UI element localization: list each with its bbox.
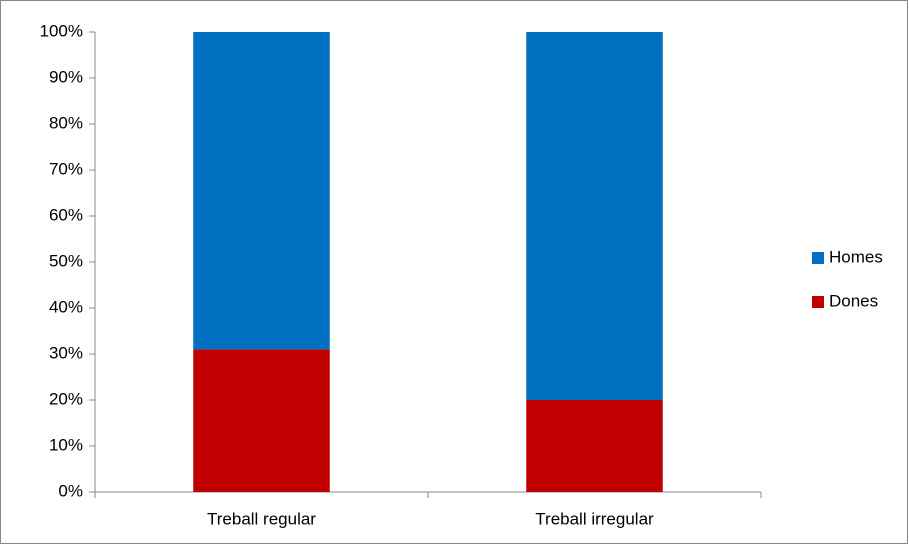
legend-label: Homes bbox=[829, 247, 883, 266]
bar-segment bbox=[526, 32, 663, 400]
y-tick-label: 30% bbox=[49, 343, 83, 362]
y-tick-label: 90% bbox=[49, 67, 83, 86]
x-tick-label: Treball regular bbox=[207, 509, 316, 528]
legend-label: Dones bbox=[829, 291, 878, 310]
y-tick-label: 70% bbox=[49, 159, 83, 178]
y-tick-label: 50% bbox=[49, 251, 83, 270]
y-tick-label: 40% bbox=[49, 297, 83, 316]
bar-segment bbox=[193, 349, 330, 492]
y-tick-label: 10% bbox=[49, 435, 83, 454]
y-tick-label: 20% bbox=[49, 389, 83, 408]
y-tick-label: 0% bbox=[58, 481, 83, 500]
x-tick-label: Treball irregular bbox=[535, 509, 654, 528]
bar-segment bbox=[193, 32, 330, 350]
y-tick-label: 100% bbox=[40, 21, 83, 40]
y-tick-label: 80% bbox=[49, 113, 83, 132]
legend-swatch bbox=[812, 296, 824, 308]
legend-swatch bbox=[812, 252, 824, 264]
y-tick-label: 60% bbox=[49, 205, 83, 224]
bar-segment bbox=[526, 400, 663, 492]
